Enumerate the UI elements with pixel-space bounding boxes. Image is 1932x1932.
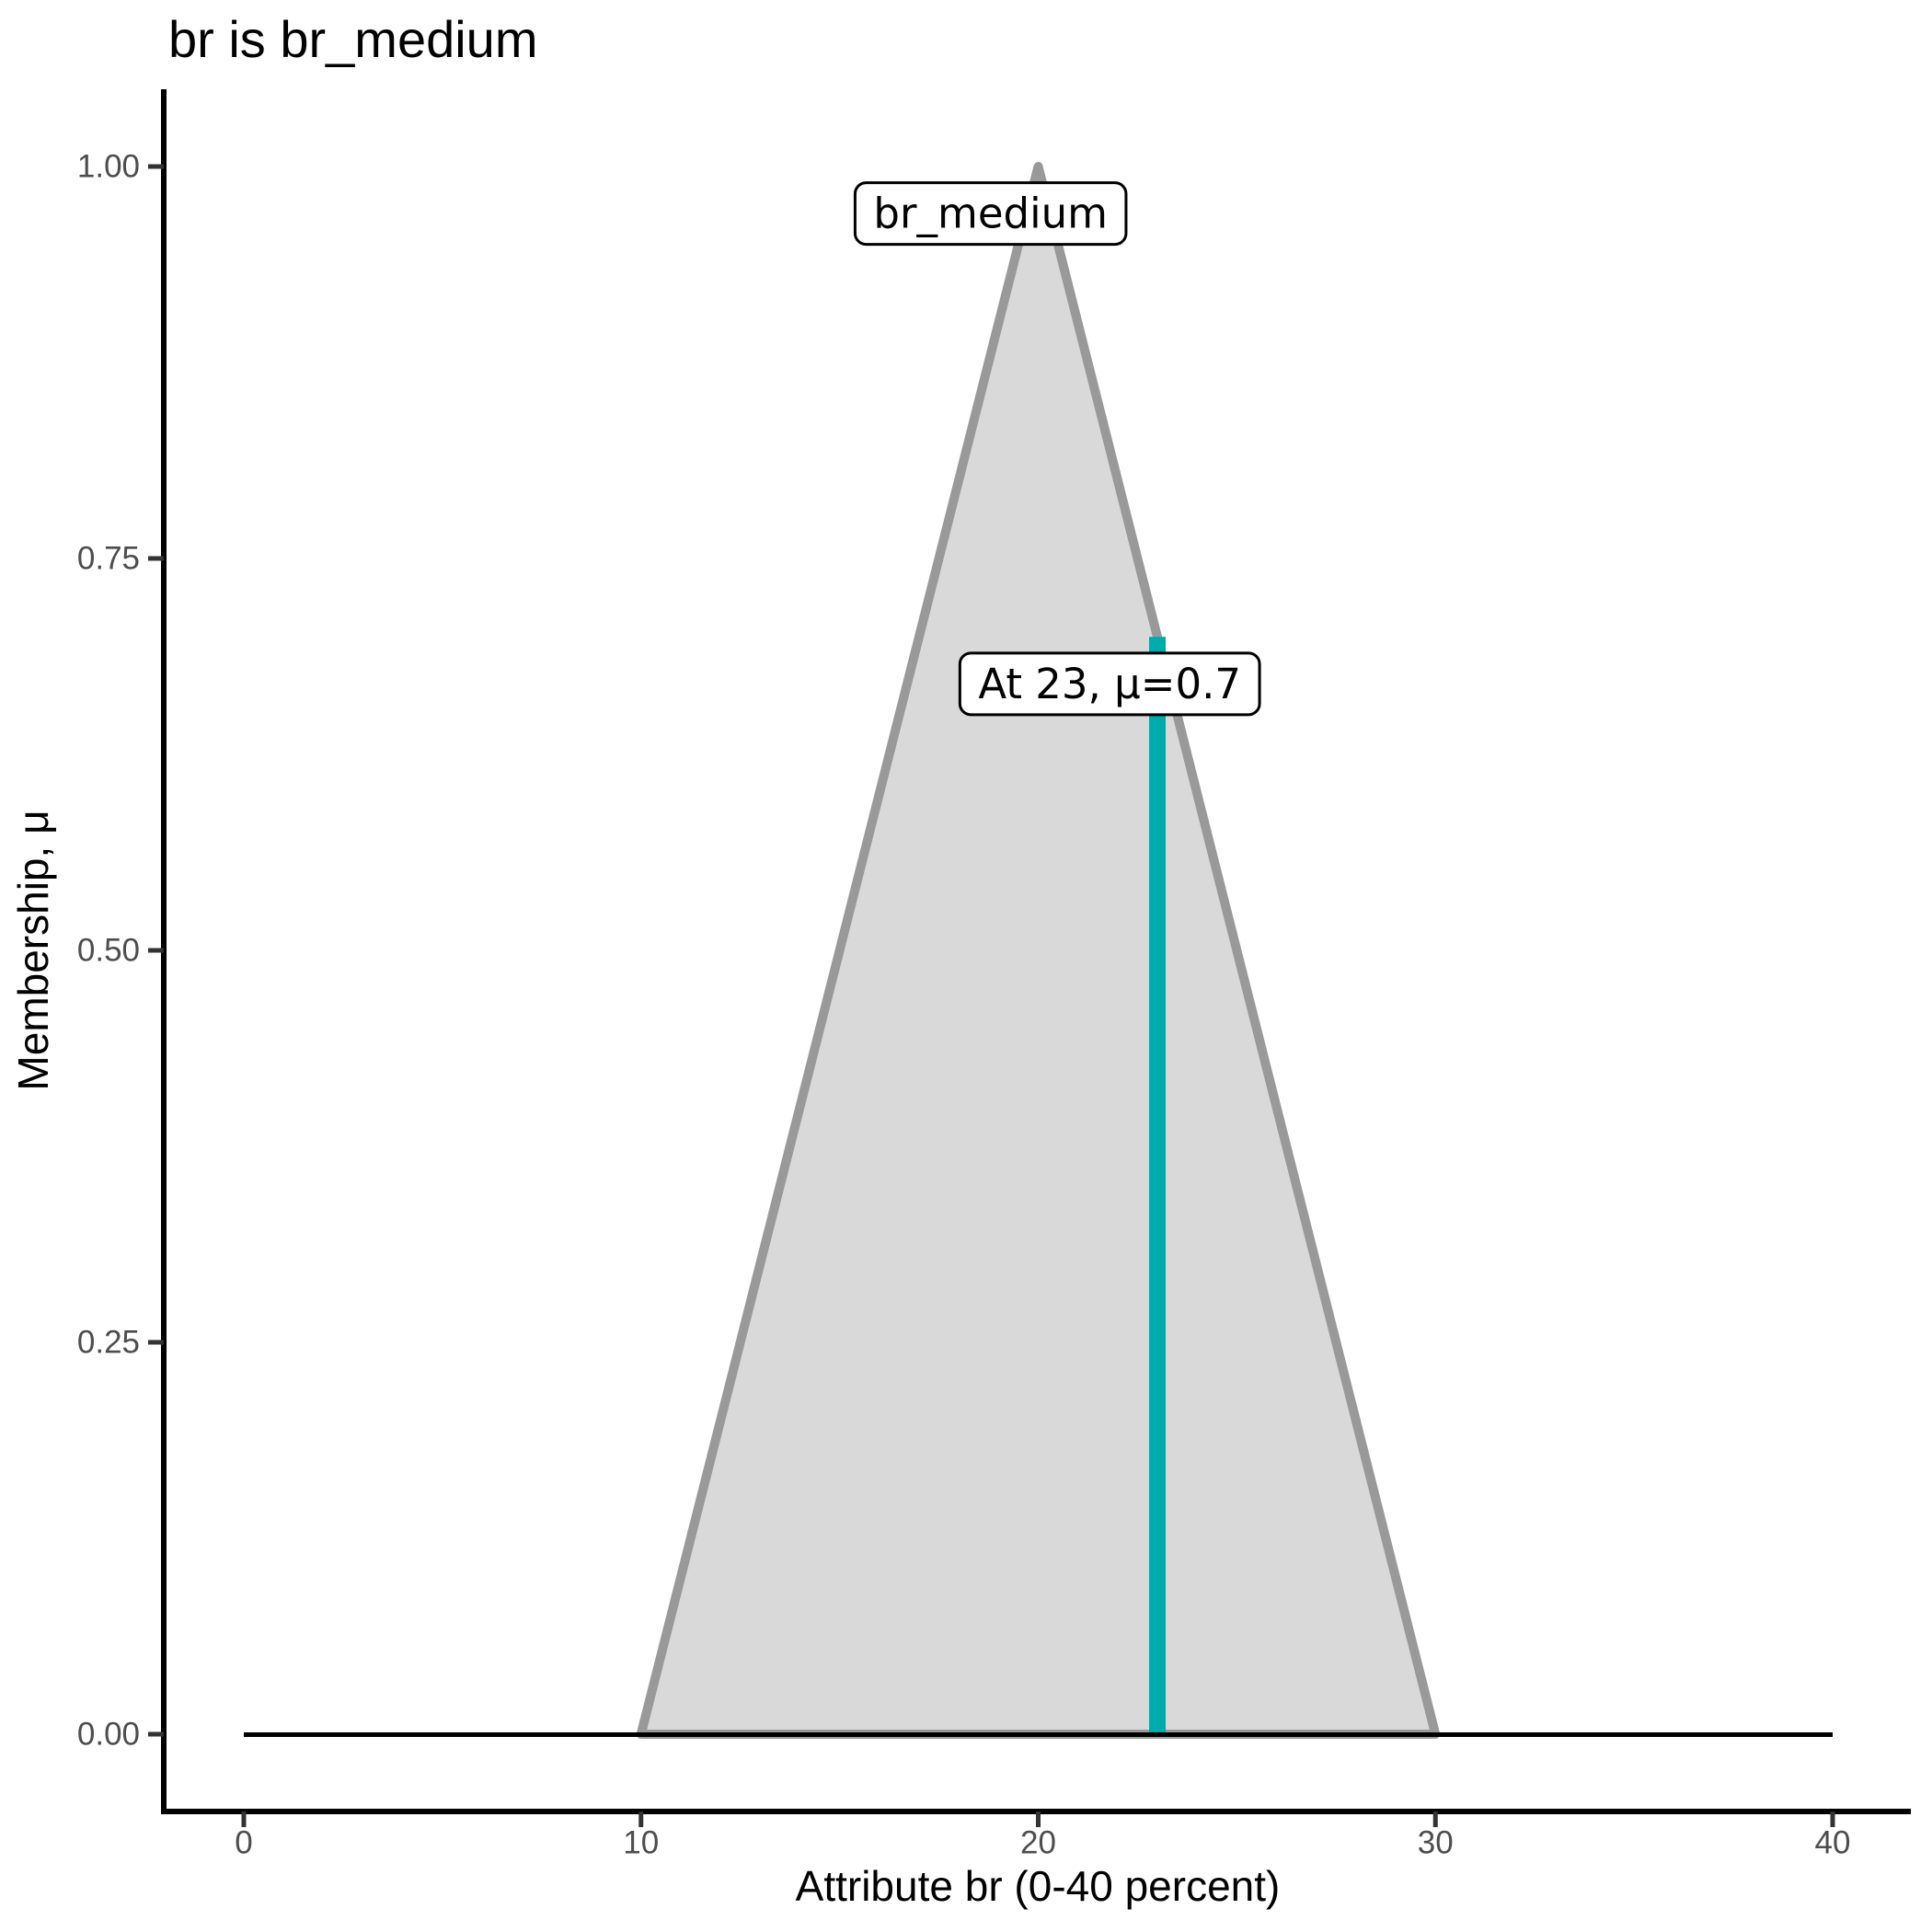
set-label: br_medium (853, 181, 1128, 247)
annotations: br_medium At 23, μ=0.7 (853, 181, 1261, 717)
y-axis-title: Membership, μ (9, 810, 57, 1090)
x-axis-ticks: 0 10 20 30 40 (235, 1811, 1850, 1861)
y-tick-label: 0.25 (77, 1325, 140, 1361)
crisp-label-box (958, 651, 1261, 717)
x-tick-label: 30 (1418, 1825, 1454, 1861)
membership-triangle (636, 162, 1441, 1739)
x-tick-label: 40 (1815, 1825, 1851, 1861)
crisp-label-text: At 23, μ=0.7 (978, 660, 1241, 708)
y-tick-label: 0.50 (77, 933, 140, 969)
set-label-box (853, 181, 1128, 247)
x-tick-label: 0 (235, 1825, 252, 1861)
x-axis-title: Attribute br (0-40 percent) (796, 1862, 1281, 1910)
x-tick-label: 10 (623, 1825, 659, 1861)
y-tick-label: 0.00 (77, 1717, 140, 1753)
y-tick-label: 0.75 (77, 541, 140, 577)
set-label-text: br_medium (873, 190, 1108, 238)
y-tick-label: 1.00 (77, 149, 140, 185)
plot-area: 0.00 0.25 0.50 0.75 1.00 0 10 20 30 40 br_medium… (77, 89, 1911, 1861)
chart-title: br is br_medium (168, 10, 537, 68)
crisp-label: At 23, μ=0.7 (958, 651, 1261, 717)
x-tick-label: 20 (1020, 1825, 1056, 1861)
y-axis-ticks: 0.00 0.25 0.50 0.75 1.00 (77, 149, 164, 1753)
crisp-input-line (1149, 637, 1167, 1738)
